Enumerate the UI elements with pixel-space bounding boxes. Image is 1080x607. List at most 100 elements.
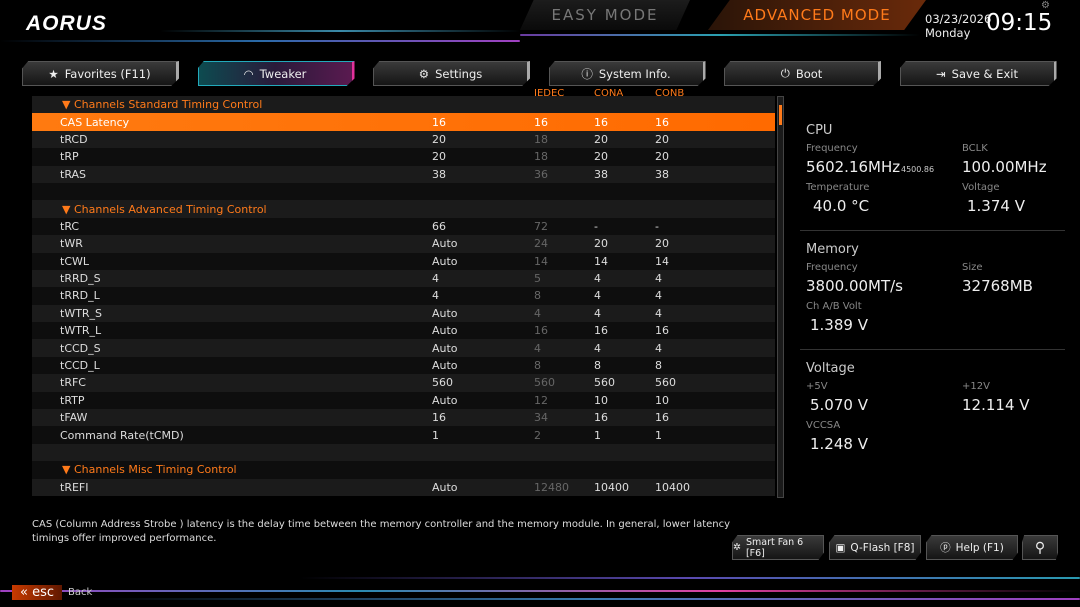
tab-system-info[interactable]: ⓘ System Info. [548,61,706,86]
cell-value[interactable]: Auto [432,359,458,373]
cell-name: tWTR_S [60,306,103,320]
cell-value[interactable]: Auto [432,324,458,338]
cpu-temp: 40.0 °C [813,197,870,215]
mem-size: 32768MB [962,277,1033,295]
tab-label: Settings [435,66,483,81]
cpu-volt-label: Voltage [962,182,1000,193]
qflash-button[interactable]: ▣ Q-Flash [F8] [829,535,921,560]
clock: 09:15 [986,10,1053,36]
cell-value[interactable]: 66 [432,219,446,233]
cell-conb: 1 [655,428,662,442]
cell-name: tCWL [60,254,89,268]
table-row[interactable]: tWTR_L Auto 16 16 16 [32,322,775,340]
vccsa: 1.248 V [810,435,868,453]
cell-value[interactable]: 16 [432,411,446,425]
tab-boot[interactable]: ⏻ Boot [724,61,881,86]
table-row[interactable]: tCCD_L Auto 8 8 8 [32,356,775,375]
cell-name: tREFI [60,480,89,494]
tab-settings[interactable]: ⚙ Settings [373,61,530,86]
table-row[interactable]: tRCD 20 18 20 20 [32,130,775,149]
cell-cona: 560 [594,376,615,390]
spacer-row [32,443,775,462]
cell-conb: 4 [655,306,662,320]
scrollbar-thumb[interactable] [779,105,782,125]
table-row[interactable]: tCCD_S Auto 4 4 4 [32,339,775,357]
cell-cona: 20 [594,150,608,164]
cell-value[interactable]: 560 [432,376,453,390]
cell-value[interactable]: 38 [432,167,446,181]
info-icon: ⓘ [581,66,593,81]
advanced-mode-button[interactable]: ADVANCED MODE [708,0,926,30]
cell-name: tWR [60,237,83,251]
cell-value[interactable]: 16 [432,115,446,129]
section-title: ▼ Channels Misc Timing Control [62,463,237,477]
table-row[interactable]: tCWL Auto 14 14 14 [32,252,775,270]
table-row[interactable]: Command Rate(tCMD) 1 2 1 1 [32,426,775,444]
cell-conb: 10 [655,393,669,407]
cell-value[interactable]: 20 [432,132,446,146]
section-header[interactable]: ▼ Channels Advanced Timing Control [32,200,775,218]
cell-name: tFAW [60,411,88,425]
tab-label: Tweaker [259,66,307,81]
table-row[interactable]: tWTR_S Auto 4 4 4 [32,304,775,323]
cell-jedec: 16 [534,324,548,338]
search-icon: ⚲ [1034,539,1046,556]
cell-value[interactable]: 20 [432,150,446,164]
easy-mode-button[interactable]: EASY MODE [520,0,690,30]
day: Monday [925,26,971,40]
cell-conb: 8 [655,359,662,373]
table-row[interactable]: CAS Latency 16 16 16 16 [32,113,775,131]
help-button[interactable]: ⓟ Help (F1) [926,535,1018,560]
timing-table: ▼ Channels Standard Timing Control CAS La… [32,96,775,496]
table-row[interactable]: tRRD_L 4 8 4 4 [32,287,775,305]
back-label: Back [68,587,93,598]
section-name: Channels Advanced Timing Control [73,202,267,216]
cell-value[interactable]: Auto [432,480,458,494]
cell-cona: 4 [594,341,601,355]
date: 03/23/2026 [925,12,992,26]
cell-value[interactable]: Auto [432,341,458,355]
tab-save-exit[interactable]: ⇥ Save & Exit [899,61,1057,86]
cell-conb: 560 [655,376,676,390]
v12-label: +12V [962,381,990,392]
tab-favorites-f[interactable]: ★ Favorites (F11) [22,61,179,86]
table-row[interactable]: tRC 66 72 - - [32,217,775,236]
gear-icon: ⚙ [418,66,430,81]
cell-jedec: 24 [534,237,548,251]
esc-button[interactable]: « esc [12,585,63,600]
smart-fan-button[interactable]: ✲ Smart Fan 6 [F6] [732,535,824,560]
table-row[interactable]: tFAW 16 34 16 16 [32,409,775,427]
cell-value[interactable]: 4 [432,272,439,286]
cell-value[interactable]: 4 [432,289,439,303]
cell-name: tRP [60,150,79,164]
table-row[interactable]: tRRD_S 4 5 4 4 [32,269,775,288]
cell-value[interactable]: Auto [432,306,458,320]
section-header[interactable]: ▼ Channels Misc Timing Control [32,461,775,479]
mem-volt-label: Ch A/B Volt [806,301,862,312]
cell-name: tRRD_S [60,272,101,286]
cell-cona: 16 [594,324,608,338]
table-row[interactable]: tREFI Auto 12480 10400 10400 [32,478,775,496]
search-button[interactable]: ⚲ [1022,535,1058,560]
tab-label: System Info. [598,66,671,81]
v5: 5.070 V [810,396,868,414]
settings-gear-icon[interactable]: ⚙ [1041,0,1050,11]
cell-value[interactable]: Auto [432,393,458,407]
cell-conb: 14 [655,254,669,268]
table-row[interactable]: tWR Auto 24 20 20 [32,235,775,253]
table-row[interactable]: tRFC 560 560 560 560 [32,374,775,392]
cell-cona: 4 [594,306,601,320]
col-cona: CONA [594,88,624,99]
table-row[interactable]: tRP 20 18 20 20 [32,148,775,166]
section-header[interactable]: ▼ Channels Standard Timing Control [32,96,775,114]
voltage-title: Voltage [806,361,855,376]
scrollbar[interactable] [777,96,784,498]
tab-tweaker[interactable]: ◠ Tweaker [197,61,355,86]
table-row[interactable]: tRAS 38 36 38 38 [32,165,775,183]
table-row[interactable]: tRTP Auto 12 10 10 [32,391,775,410]
cell-value[interactable]: Auto [432,254,458,268]
cell-cona: 38 [594,167,608,181]
cell-value[interactable]: Auto [432,237,458,251]
vccsa-label: VCCSA [806,420,841,431]
cell-value[interactable]: 1 [432,428,439,442]
